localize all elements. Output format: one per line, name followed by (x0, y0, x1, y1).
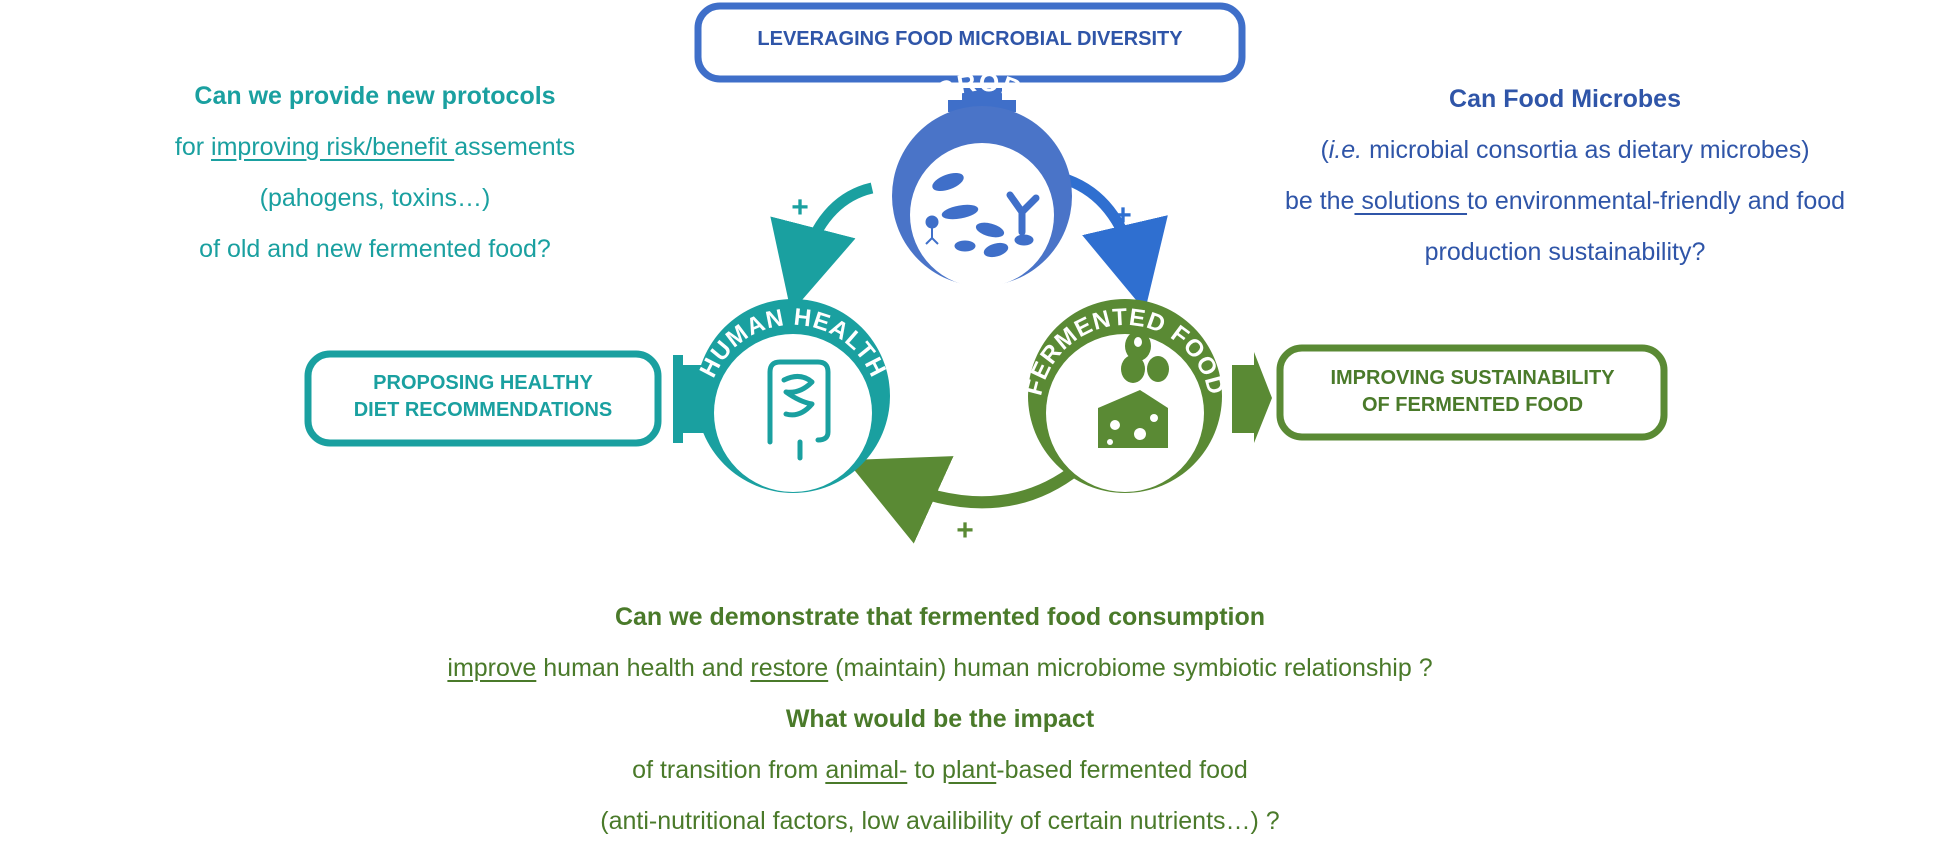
question-food-microbes: Can Food Microbes (i.e. microbial consor… (1195, 74, 1935, 278)
plus-sign-bottom: + (956, 514, 974, 547)
box-leveraging-diversity (694, 2, 1246, 83)
box-label-line: LEVERAGING FOOD MICROBIAL DIVERSITY (757, 28, 1183, 50)
box-healthy-diet-label: PROPOSING HEALTHY DIET RECOMMENDATIONS (312, 370, 654, 424)
plus-sign-left: + (791, 191, 809, 224)
text-fragment: human health and (536, 654, 751, 682)
box-sustainability (1276, 344, 1668, 441)
microbes-icon (925, 172, 1040, 258)
box-label-line: PROPOSING HEALTHY (373, 372, 593, 394)
underlined-text: plant (942, 756, 997, 784)
question-line: production sustainability? (1424, 238, 1706, 266)
box-label-line: DIET RECOMMENDATIONS (353, 399, 613, 421)
arrow-to-right-box (1232, 352, 1272, 443)
question-line: be the solutions to environmental-friend… (1195, 176, 1935, 227)
arrow-to-left-box (673, 355, 705, 443)
text-fragment: be the (1284, 187, 1355, 215)
question-line: What would be the impact (785, 705, 1095, 733)
question-line: (i.e. microbial consortia as dietary mic… (1195, 125, 1935, 176)
question-line: Can we provide new protocols (194, 82, 556, 110)
question-line: for improving risk/benefit assements (90, 122, 660, 173)
question-fermented-food-health: Can we demonstrate that fermented food c… (270, 592, 1610, 847)
question-line: improve human health and restore (mainta… (270, 643, 1610, 694)
intestine-icon (767, 359, 831, 461)
olives-cheese-icon (1098, 331, 1169, 448)
text-fragment: to environmental-friendly and food (1467, 187, 1846, 215)
node-fermented-food: FERMENTED FOOD (1020, 299, 1229, 493)
node-microbes: MICROBES (892, 66, 1072, 287)
question-line: Can we demonstrate that fermented food c… (614, 603, 1266, 631)
arrow-microbes-to-human-health (770, 182, 874, 313)
box-label-line: OF FERMENTED FOOD (1361, 394, 1584, 416)
text-fragment: microbial consortia as dietary microbes) (1362, 136, 1810, 164)
box-healthy-diet (304, 350, 662, 447)
italic-text: i.e. (1328, 136, 1363, 164)
box-label-line: IMPROVING SUSTAINABILITY (1330, 367, 1615, 389)
underlined-text: animal- (825, 756, 908, 784)
underlined-text: improving risk/benefit (211, 133, 455, 161)
question-line: (pahogens, toxins…) (259, 184, 491, 212)
question-line: Can Food Microbes (1449, 85, 1681, 113)
underlined-text: solutions (1354, 187, 1468, 215)
plus-sign-right: + (1114, 199, 1132, 232)
text-fragment: -based fermented food (996, 756, 1248, 784)
text-fragment: assements (454, 133, 576, 161)
underlined-text: restore (750, 654, 829, 682)
question-line: of old and new fermented food? (199, 235, 551, 263)
question-risk-benefit: Can we provide new protocols for improvi… (90, 71, 660, 275)
arrow-to-top-box (948, 88, 1016, 112)
text-fragment: ( (1320, 136, 1329, 164)
box-leveraging-diversity-label: LEVERAGING FOOD MICROBIAL DIVERSITY (705, 26, 1235, 53)
arrow-food-to-human-health (846, 456, 1082, 544)
underlined-text: improve (447, 654, 537, 682)
text-fragment: (maintain) human microbiome symbiotic re… (828, 654, 1433, 682)
text-fragment: for (174, 133, 212, 161)
text-fragment: to (907, 756, 943, 784)
arrow-microbes-to-fermented-food (1060, 172, 1168, 311)
text-fragment: of transition from (632, 756, 826, 784)
box-sustainability-label: IMPROVING SUSTAINABILITY OF FERMENTED FO… (1285, 365, 1660, 419)
node-human-health: HUMAN HEALTH (695, 299, 890, 493)
question-line: (anti-nutritional factors, low availibil… (600, 807, 1280, 835)
question-line: of transition from animal- to plant-base… (270, 745, 1610, 796)
